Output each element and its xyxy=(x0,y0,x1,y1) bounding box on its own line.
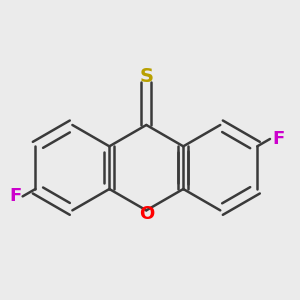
Text: O: O xyxy=(139,205,154,223)
Text: S: S xyxy=(139,67,153,86)
Text: F: F xyxy=(9,188,21,206)
Text: F: F xyxy=(273,130,285,148)
